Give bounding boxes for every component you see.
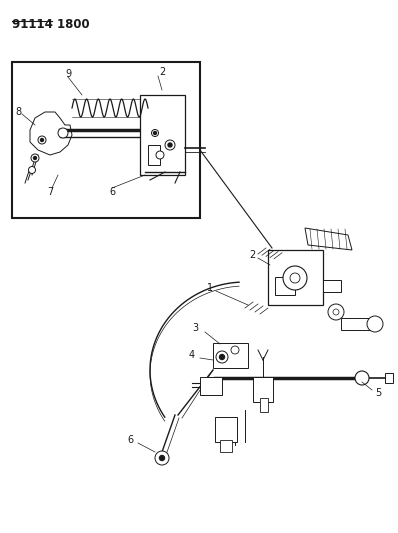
Bar bbox=[215, 417, 237, 442]
Bar bbox=[275, 277, 295, 295]
Circle shape bbox=[290, 273, 300, 283]
Circle shape bbox=[31, 154, 39, 162]
Bar bbox=[140, 95, 185, 175]
Circle shape bbox=[41, 139, 43, 141]
Bar bbox=[341, 318, 371, 330]
Circle shape bbox=[33, 157, 37, 159]
Circle shape bbox=[38, 136, 46, 144]
Circle shape bbox=[154, 132, 156, 134]
Bar bbox=[213, 343, 248, 368]
Circle shape bbox=[165, 140, 175, 150]
Circle shape bbox=[355, 371, 369, 385]
Bar bbox=[12, 62, 200, 218]
Text: 6: 6 bbox=[127, 435, 133, 445]
Text: 91114 1800: 91114 1800 bbox=[12, 18, 90, 31]
Text: 8: 8 bbox=[15, 107, 21, 117]
Bar bbox=[148, 145, 160, 165]
Text: 1: 1 bbox=[207, 283, 213, 293]
Bar bbox=[200, 377, 222, 395]
Circle shape bbox=[155, 451, 169, 465]
Circle shape bbox=[328, 304, 344, 320]
Bar bbox=[323, 280, 341, 292]
Polygon shape bbox=[30, 112, 72, 155]
Bar bbox=[260, 398, 268, 412]
Circle shape bbox=[156, 151, 164, 159]
Circle shape bbox=[216, 351, 228, 363]
Circle shape bbox=[168, 143, 172, 147]
Circle shape bbox=[333, 309, 339, 315]
Text: 2: 2 bbox=[249, 250, 255, 260]
Circle shape bbox=[160, 456, 164, 461]
Bar bbox=[385, 373, 393, 383]
Text: 3: 3 bbox=[192, 323, 198, 333]
Circle shape bbox=[152, 130, 158, 136]
Text: 5: 5 bbox=[375, 388, 381, 398]
Circle shape bbox=[367, 316, 383, 332]
Text: 7: 7 bbox=[47, 187, 53, 197]
Text: 4: 4 bbox=[189, 350, 195, 360]
Circle shape bbox=[220, 354, 224, 359]
Bar bbox=[253, 377, 273, 402]
Circle shape bbox=[58, 128, 68, 138]
Text: 2: 2 bbox=[159, 67, 165, 77]
Circle shape bbox=[283, 266, 307, 290]
Text: 9: 9 bbox=[65, 69, 71, 79]
Bar bbox=[268, 250, 323, 305]
Circle shape bbox=[29, 166, 35, 174]
Polygon shape bbox=[305, 228, 352, 250]
Bar bbox=[220, 440, 232, 452]
Text: 6: 6 bbox=[109, 187, 115, 197]
Circle shape bbox=[231, 346, 239, 354]
